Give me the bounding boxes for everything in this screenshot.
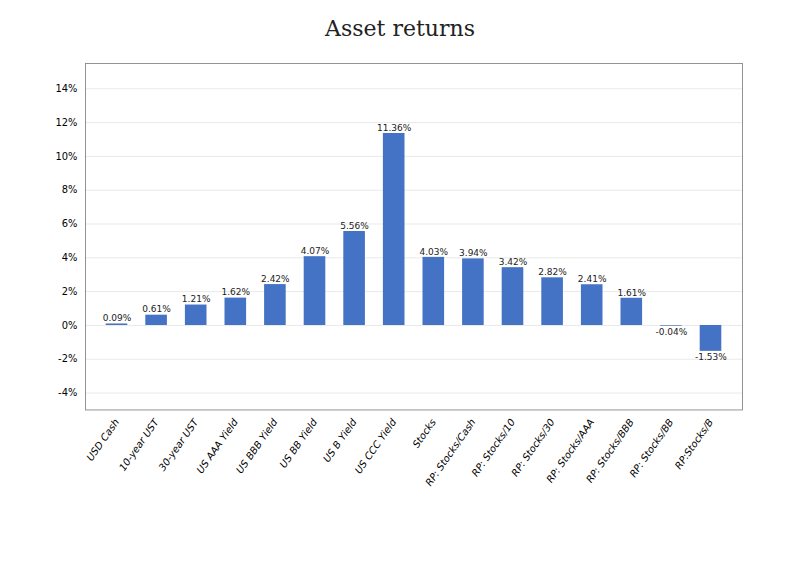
svg-text:4%: 4%: [62, 252, 78, 263]
svg-text:6%: 6%: [62, 218, 78, 229]
svg-text:Stocks: Stocks: [410, 417, 438, 450]
html-text:Asset returns: Asset returns: [325, 16, 475, 41]
svg-text:RP: Stocks/BB: RP: Stocks/BB: [627, 417, 675, 480]
svg-text:US BB Yield: US BB Yield: [277, 416, 319, 470]
svg-text:4.07%: 4.07%: [301, 246, 330, 256]
svg-text:8%: 8%: [62, 184, 78, 195]
svg-text:0.09%: 0.09%: [103, 313, 132, 323]
svg-text:12%: 12%: [55, 117, 77, 128]
svg-text:1.62%: 1.62%: [221, 287, 250, 297]
svg-text:3.42%: 3.42%: [499, 257, 528, 267]
svg-text:-4%: -4%: [58, 387, 77, 398]
svg-text:US CCC Yield: US CCC Yield: [353, 416, 399, 475]
svg-text:3.94%: 3.94%: [459, 248, 488, 258]
svg-text:1.61%: 1.61%: [617, 288, 646, 298]
svg-text:10-year UST: 10-year UST: [117, 416, 161, 473]
svg-text:RP: Stocks/Cash: RP: Stocks/Cash: [423, 417, 477, 488]
svg-text:RP:Stocks/B: RP:Stocks/B: [673, 417, 716, 471]
svg-text:-0.04%: -0.04%: [655, 327, 687, 337]
svg-text:RP: Stocks/10: RP: Stocks/10: [469, 417, 517, 479]
svg-text:2.82%: 2.82%: [538, 267, 567, 277]
svg-text:30-year UST: 30-year UST: [156, 416, 200, 473]
svg-text:2.41%: 2.41%: [578, 274, 607, 284]
svg-text:11.36%: 11.36%: [377, 123, 412, 133]
svg-text:1.21%: 1.21%: [182, 294, 211, 304]
svg-text:10%: 10%: [55, 151, 77, 162]
svg-text:2%: 2%: [62, 286, 78, 297]
svg-text:0%: 0%: [62, 320, 78, 331]
svg-text:-2%: -2%: [58, 353, 77, 364]
svg-text:US B Yield: US B Yield: [321, 416, 359, 464]
svg-text:14%: 14%: [55, 83, 77, 94]
svg-text:4.03%: 4.03%: [419, 247, 448, 257]
svg-text:2.42%: 2.42%: [261, 274, 290, 284]
svg-text:US BBB Yield: US BBB Yield: [234, 416, 280, 475]
svg-text:RP: Stocks/BBB: RP: Stocks/BBB: [583, 416, 636, 485]
svg-text:5.56%: 5.56%: [340, 221, 369, 231]
svg-text:RP: Stocks/AAA: RP: Stocks/AAA: [544, 416, 597, 485]
svg-text:-1.53%: -1.53%: [695, 352, 727, 362]
svg-text:US AAA Yield: US AAA Yield: [194, 416, 240, 475]
svg-text:RP: Stocks/30: RP: Stocks/30: [509, 417, 557, 479]
svg-text:0.61%: 0.61%: [142, 304, 171, 314]
svg-text:USD Cash: USD Cash: [84, 417, 121, 463]
